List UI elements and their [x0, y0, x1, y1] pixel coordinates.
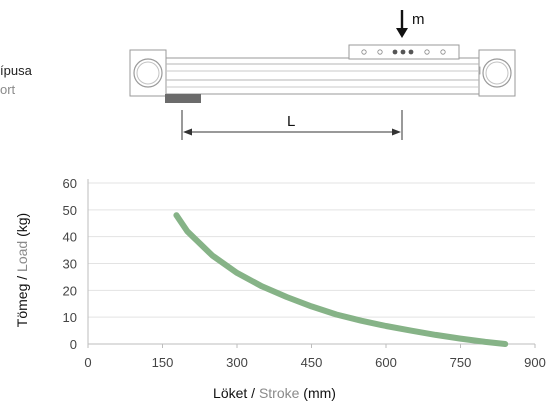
- x-axis-title: Löket / Stroke (mm): [0, 385, 549, 401]
- x-tick-label: 150: [152, 355, 174, 370]
- x-axis-title-unit: (mm): [299, 385, 336, 401]
- x-tick-label: 750: [450, 355, 472, 370]
- x-axis-title-separator: /: [247, 385, 259, 401]
- y-tick-label: 10: [63, 310, 77, 325]
- side-label-english: ort: [0, 82, 16, 97]
- load-curve-series-0: [173, 212, 509, 347]
- y-tick-label: 50: [63, 203, 77, 218]
- x-tick-label: 0: [84, 355, 91, 370]
- actuator-diagram: m L: [129, 10, 516, 140]
- motor-block: [165, 94, 201, 103]
- x-axis-title-english: Stroke: [258, 385, 300, 401]
- y-axis-title-separator: /: [14, 271, 30, 284]
- y-tick-label: 40: [63, 230, 77, 245]
- right-pulley: [482, 58, 512, 88]
- y-tick-label: 0: [70, 337, 77, 352]
- y-tick-label: 60: [63, 176, 77, 191]
- mass-label: m: [412, 11, 425, 28]
- x-tick-label: 300: [226, 355, 248, 370]
- x-tick-label: 600: [375, 355, 397, 370]
- y-axis-title-english: Load: [14, 240, 30, 272]
- y-axis-title: Tömeg / Load (kg): [14, 213, 30, 327]
- y-tick-label: 30: [63, 257, 77, 272]
- load-arrow-icon: [396, 28, 408, 38]
- y-tick-label: 20: [63, 283, 77, 298]
- y-axis-title-unit: (kg): [14, 212, 30, 241]
- x-tick-label: 450: [301, 355, 323, 370]
- y-axis-title-main: Tömeg: [14, 283, 30, 328]
- x-tick-label: 900: [524, 355, 546, 370]
- x-axis-title-main: Löket: [213, 385, 248, 401]
- length-label: L: [287, 113, 295, 130]
- left-pulley: [133, 58, 163, 88]
- side-label-hungarian: ípusa: [0, 63, 32, 78]
